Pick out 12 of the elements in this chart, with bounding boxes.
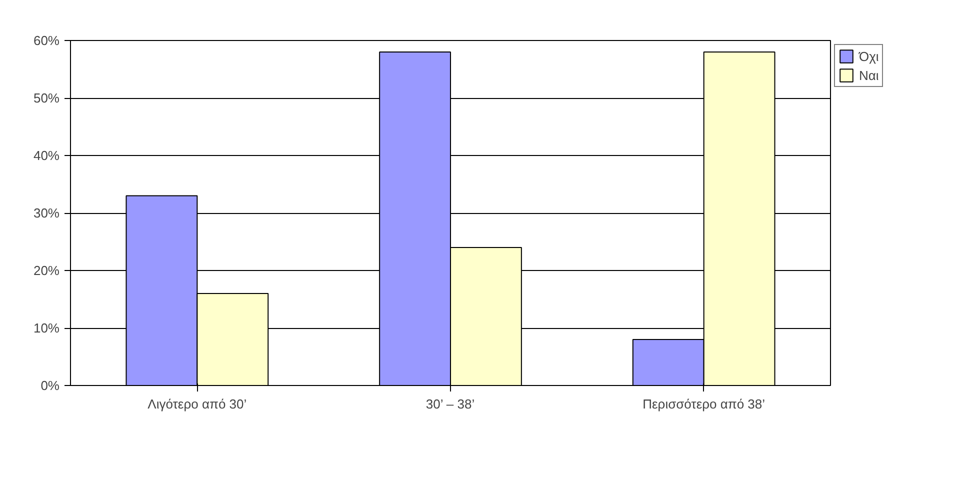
y-tick-label: 30% [33,206,60,220]
y-tick-label: 20% [33,263,60,278]
y-tick-label: 10% [33,320,60,336]
x-tick-label: Περισσότερο από 38’ [642,396,766,412]
legend-label: Όχι [859,48,879,64]
y-tick-label: 40% [33,148,60,163]
y-tick-label: 50% [33,90,60,106]
y-tick-label: 0% [40,378,60,393]
legend-label: Ναι [859,67,879,83]
x-tick-label: Λιγότερο από 30’ [148,396,247,412]
x-tick-label: 30’ – 38’ [426,396,475,412]
y-tick-label: 60% [33,33,60,48]
